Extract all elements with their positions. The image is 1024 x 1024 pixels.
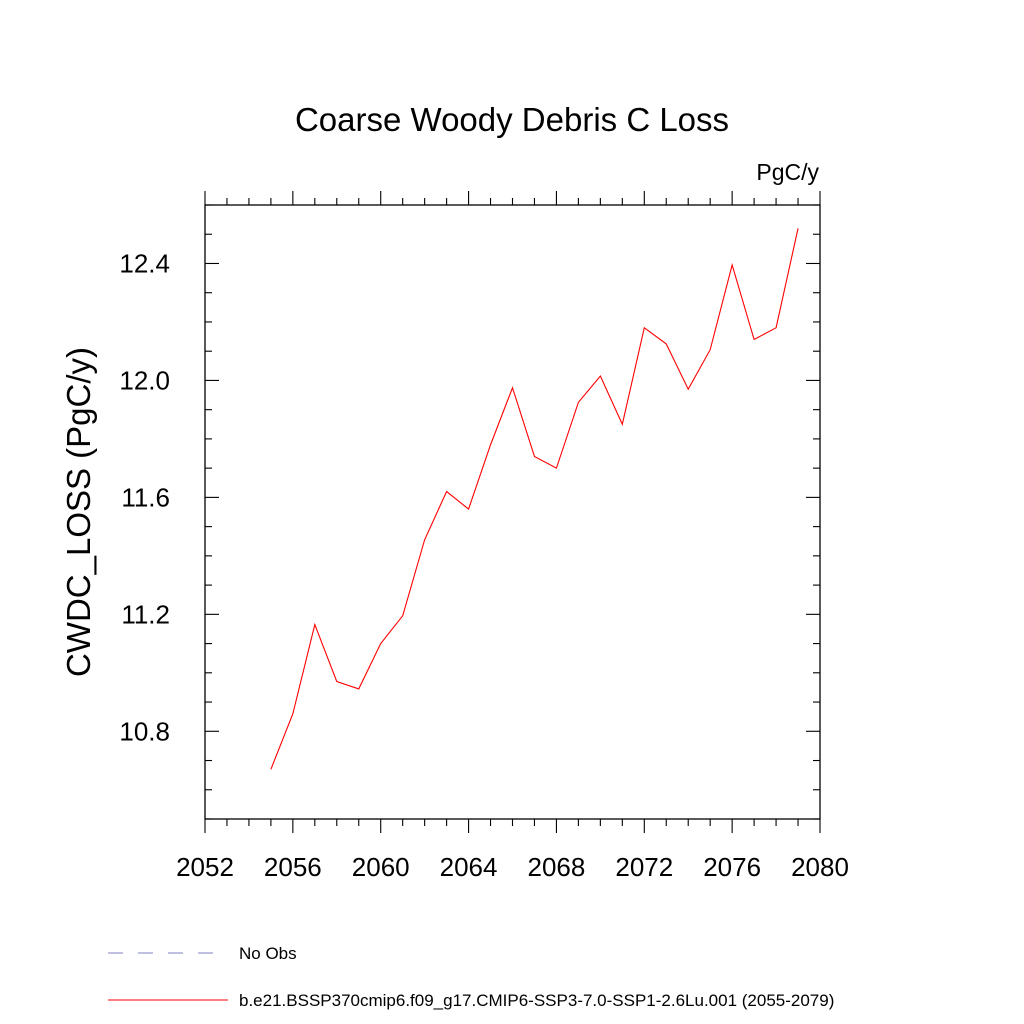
x-tick-label: 2064 (440, 852, 498, 882)
x-tick-label: 2068 (528, 852, 586, 882)
series-line (270, 228, 799, 770)
x-tick-label: 2080 (791, 852, 849, 882)
y-tick-label: 11.6 (121, 482, 170, 512)
units-label: PgC/y (756, 159, 819, 185)
y-tick-label: 11.2 (121, 599, 170, 629)
legend-label-series: b.e21.BSSP370cmip6.f09_g17.CMIP6-SSP3-7.… (239, 991, 834, 1010)
x-tick-label: 2056 (264, 852, 322, 882)
series-layer (270, 228, 799, 770)
legend: No Obs b.e21.BSSP370cmip6.f09_g17.CMIP6-… (108, 944, 834, 1010)
x-tick-label: 2052 (176, 852, 234, 882)
y-tick-label: 12.0 (119, 365, 170, 395)
chart-title: Coarse Woody Debris C Loss (295, 101, 729, 138)
tick-labels: 2052 2056 2060 2064 2068 2072 2076 2080 10.8 11.2… (119, 248, 849, 882)
tick-marks (204, 191, 821, 833)
y-tick-label: 12.4 (119, 248, 170, 278)
legend-label-no-obs: No Obs (239, 944, 297, 963)
x-tick-label: 2060 (352, 852, 410, 882)
y-tick-label: 10.8 (119, 716, 170, 746)
x-tick-label: 2076 (703, 852, 761, 882)
x-tick-label: 2072 (615, 852, 673, 882)
plot-frame (204, 204, 821, 820)
y-axis-label: CWDC_LOSS (PgC/y) (60, 347, 97, 677)
